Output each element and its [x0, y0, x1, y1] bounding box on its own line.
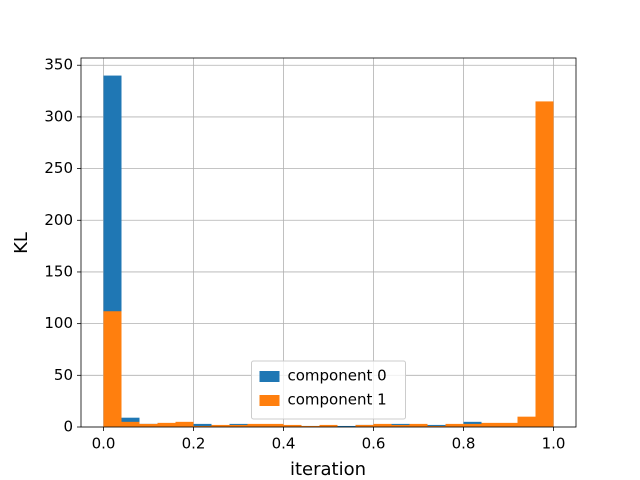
bar	[373, 423, 392, 427]
bar	[175, 421, 194, 427]
bar	[157, 422, 176, 427]
y-tick-label: 100	[44, 314, 73, 332]
x-tick-label: 0.8	[452, 435, 476, 453]
plot-frame	[80, 57, 577, 428]
legend-box	[251, 360, 406, 420]
bar	[427, 424, 446, 427]
bar	[319, 424, 338, 427]
x-tick-label: 0.2	[182, 435, 206, 453]
bar	[193, 423, 212, 427]
y-tick-label: 0	[63, 418, 73, 436]
bar	[211, 424, 230, 427]
bar	[517, 416, 536, 427]
bar	[337, 425, 356, 427]
legend-label: component 1	[288, 391, 387, 409]
x-axis-label: iteration	[290, 459, 366, 480]
bar	[409, 423, 428, 427]
legend-swatch	[259, 395, 280, 406]
bar	[391, 424, 410, 427]
bar	[103, 311, 122, 427]
bar	[463, 423, 482, 427]
bar	[139, 423, 158, 427]
y-tick-label: 350	[44, 56, 73, 74]
bar	[121, 421, 140, 427]
bar	[481, 422, 500, 427]
y-tick-label: 300	[44, 107, 73, 125]
bar	[283, 424, 302, 427]
x-tick-label: 0.6	[362, 435, 386, 453]
y-tick-label: 150	[44, 262, 73, 280]
x-tick-label: 0.0	[92, 435, 116, 453]
legend-label: component 0	[288, 367, 387, 385]
legend: component 0 component 1	[251, 360, 406, 420]
x-tick-label: 0.4	[272, 435, 296, 453]
bar	[427, 425, 446, 427]
bar	[499, 422, 518, 427]
bar	[535, 101, 554, 427]
x-tick-label: 1.0	[542, 435, 566, 453]
bar	[265, 423, 284, 427]
bar	[193, 425, 212, 427]
y-tick-label: 200	[44, 211, 73, 229]
bar	[445, 423, 464, 427]
legend-swatch	[259, 371, 280, 382]
y-tick-label: 50	[54, 366, 73, 384]
bar	[301, 425, 320, 427]
y-axis-label: KL	[11, 232, 32, 254]
bar	[229, 424, 248, 427]
bar	[247, 423, 266, 427]
bar	[355, 424, 374, 427]
y-tick-label: 250	[44, 159, 73, 177]
